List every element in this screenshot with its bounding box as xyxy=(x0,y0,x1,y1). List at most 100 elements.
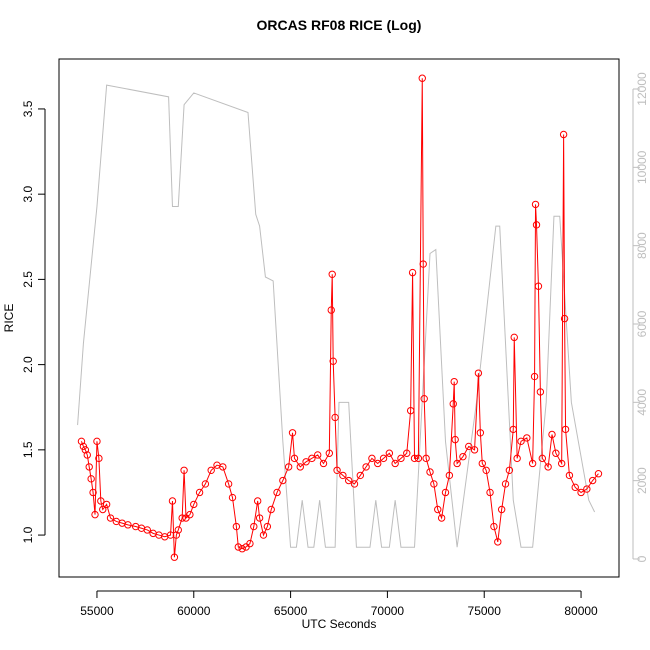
data-point xyxy=(97,497,105,505)
plot-frame xyxy=(58,58,620,578)
data-point xyxy=(195,488,204,497)
data-point xyxy=(95,454,103,463)
data-point xyxy=(385,449,394,457)
data-point xyxy=(319,459,328,468)
data-point xyxy=(362,463,370,471)
data-point xyxy=(470,446,479,454)
data-point xyxy=(344,476,353,485)
x-tick-label: 65000 xyxy=(274,604,308,618)
data-point xyxy=(329,357,337,365)
data-point xyxy=(327,306,335,314)
data-point xyxy=(391,459,399,468)
chart-title: ORCAS RF08 RICE (Log) xyxy=(257,17,422,33)
data-point xyxy=(263,522,272,531)
data-point xyxy=(267,505,275,514)
data-point xyxy=(403,449,411,457)
data-point xyxy=(180,466,188,474)
data-point xyxy=(410,454,419,463)
data-point xyxy=(538,454,547,463)
data-point xyxy=(83,451,91,459)
y-tick-label: 2.5 xyxy=(21,271,35,288)
y2-tick-label: 4000 xyxy=(635,389,649,416)
x-tick-label: 60000 xyxy=(177,604,211,618)
x-tick-label: 70000 xyxy=(371,604,405,618)
data-point xyxy=(482,466,490,474)
data-point xyxy=(190,500,198,509)
data-point xyxy=(99,505,107,514)
data-point xyxy=(91,510,99,519)
data-point xyxy=(102,500,111,509)
data-point xyxy=(478,459,486,468)
y-axis-label: RICE xyxy=(2,304,16,333)
data-point xyxy=(465,442,473,451)
data-point xyxy=(494,538,502,546)
data-point xyxy=(172,531,181,539)
data-point xyxy=(434,505,442,514)
data-point xyxy=(528,459,537,468)
data-point xyxy=(397,454,405,463)
data-point xyxy=(186,510,194,519)
data-point xyxy=(517,437,525,446)
data-point xyxy=(408,268,417,277)
data-point xyxy=(313,451,322,459)
data-point xyxy=(450,377,458,386)
data-point xyxy=(414,454,423,463)
data-point xyxy=(594,470,603,478)
data-point xyxy=(224,480,233,488)
y-tick-label: 1.0 xyxy=(21,526,35,543)
y2-tick-label: 6000 xyxy=(635,310,649,337)
data-point xyxy=(534,282,543,290)
data-point xyxy=(379,454,388,463)
data-point xyxy=(577,488,585,497)
data-point xyxy=(290,454,299,463)
data-point xyxy=(419,260,427,268)
series-line xyxy=(77,84,596,548)
data-point xyxy=(77,437,86,446)
data-point xyxy=(219,463,227,471)
data-point xyxy=(85,463,93,471)
data-point xyxy=(350,480,359,488)
data-point xyxy=(536,388,545,396)
data-point xyxy=(201,480,210,488)
data-point xyxy=(445,471,454,480)
data-point xyxy=(422,454,430,463)
data-point xyxy=(561,425,570,434)
y2-tick-label: 2000 xyxy=(635,467,649,494)
data-point xyxy=(89,488,97,497)
data-point xyxy=(513,454,521,463)
data-point xyxy=(143,526,151,534)
data-point xyxy=(259,531,268,539)
data-point xyxy=(509,425,517,434)
data-point xyxy=(93,437,101,446)
data-point xyxy=(486,488,494,497)
data-point xyxy=(497,505,506,514)
data-point xyxy=(81,446,90,454)
data-point xyxy=(168,497,177,505)
x-tick-label: 75000 xyxy=(468,604,502,618)
x-axis-label: UTC Seconds xyxy=(302,617,377,631)
data-point xyxy=(430,480,438,488)
data-point xyxy=(238,545,246,553)
data-point xyxy=(279,476,287,485)
y-tick-label: 3.0 xyxy=(21,186,35,203)
data-point xyxy=(178,514,186,522)
data-point xyxy=(374,459,382,468)
data-point xyxy=(426,468,434,476)
data-point xyxy=(490,522,498,531)
data-point xyxy=(453,459,461,468)
data-point xyxy=(325,449,334,457)
data-point xyxy=(557,459,566,468)
data-point xyxy=(253,497,262,505)
data-point xyxy=(565,471,574,480)
data-point xyxy=(501,480,510,488)
data-point xyxy=(339,471,347,480)
data-point xyxy=(106,514,115,522)
data-point xyxy=(530,372,539,381)
data-point xyxy=(124,521,132,529)
data-point xyxy=(531,200,540,209)
y-tick-label: 3.5 xyxy=(21,100,35,117)
data-point xyxy=(246,539,254,548)
data-point xyxy=(420,395,428,403)
data-point xyxy=(418,74,426,82)
